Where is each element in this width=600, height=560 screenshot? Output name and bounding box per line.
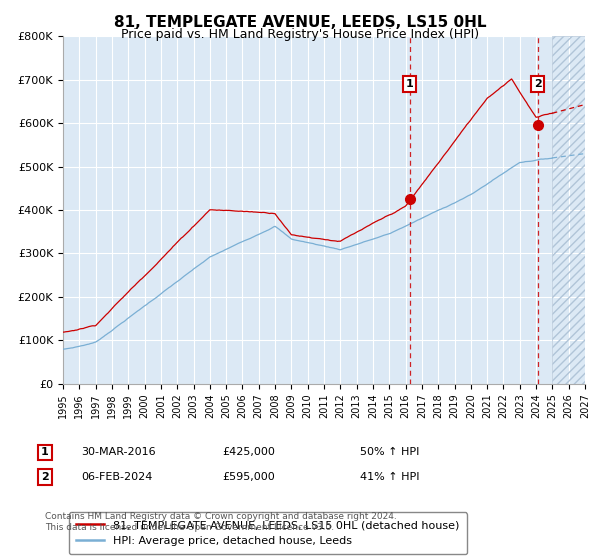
Text: Contains HM Land Registry data © Crown copyright and database right 2024.
This d: Contains HM Land Registry data © Crown c… — [45, 512, 397, 532]
Text: 50% ↑ HPI: 50% ↑ HPI — [360, 447, 419, 458]
Bar — [553, 36, 585, 384]
Text: 2: 2 — [41, 472, 49, 482]
Text: £425,000: £425,000 — [222, 447, 275, 458]
Bar — [553, 36, 585, 384]
Text: 06-FEB-2024: 06-FEB-2024 — [81, 472, 152, 482]
Text: 81, TEMPLEGATE AVENUE, LEEDS, LS15 0HL: 81, TEMPLEGATE AVENUE, LEEDS, LS15 0HL — [114, 15, 486, 30]
Text: 1: 1 — [406, 79, 413, 89]
Text: 1: 1 — [41, 447, 49, 458]
Text: £595,000: £595,000 — [222, 472, 275, 482]
Text: 2: 2 — [534, 79, 542, 89]
Text: 41% ↑ HPI: 41% ↑ HPI — [360, 472, 419, 482]
Text: Price paid vs. HM Land Registry's House Price Index (HPI): Price paid vs. HM Land Registry's House … — [121, 28, 479, 41]
Text: 30-MAR-2016: 30-MAR-2016 — [81, 447, 155, 458]
Legend: 81, TEMPLEGATE AVENUE, LEEDS, LS15 0HL (detached house), HPI: Average price, det: 81, TEMPLEGATE AVENUE, LEEDS, LS15 0HL (… — [68, 512, 467, 554]
